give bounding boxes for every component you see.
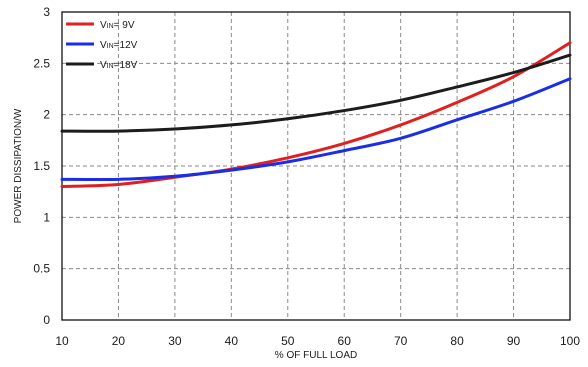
series-line-9v: [60, 41, 572, 189]
series-line-18v: [60, 53, 572, 133]
x-tick-label: 90: [507, 334, 521, 348]
x-tick-label: 20: [112, 334, 126, 348]
legend-equals: =: [114, 40, 120, 51]
legend-label: VIN= 9V: [100, 20, 135, 31]
legend-equals: =: [114, 20, 123, 31]
legend-entry-18v: VIN=18V: [66, 60, 138, 71]
legend-series-name: 9V: [122, 20, 135, 31]
legend-series-name: 12V: [120, 40, 138, 51]
legend-label: VIN=18V: [100, 60, 138, 71]
legend-entry-12v: VIN=12V: [66, 40, 138, 51]
legend-equals: =: [114, 60, 120, 71]
y-tick-label: 1.5: [33, 159, 50, 173]
legend-prefix: V: [100, 60, 107, 71]
x-tick-label: 40: [225, 334, 239, 348]
grid-lines: [62, 12, 570, 320]
y-tick-label: 0: [43, 313, 50, 327]
y-tick-label: 1: [43, 210, 50, 224]
legend-label: VIN=12V: [100, 40, 138, 51]
series-lines: [60, 41, 572, 189]
y-axis-title: POWER DISSIPATION/W: [13, 108, 24, 223]
y-tick-label: 2.5: [33, 56, 50, 70]
x-tick-label: 70: [394, 334, 408, 348]
x-tick-label: 50: [281, 334, 295, 348]
legend-subscript: IN: [107, 63, 114, 70]
legend-entry-9v: VIN= 9V: [66, 20, 135, 31]
legend-subscript: IN: [107, 43, 114, 50]
plot-area-border: [61, 11, 571, 321]
y-tick-label: 2: [43, 108, 50, 122]
x-axis-tick-labels: 10 20 30 40 50 60 70 80 90 100: [55, 334, 580, 348]
legend-prefix: V: [100, 20, 107, 31]
legend-series-name: 18V: [120, 60, 138, 71]
x-axis-title: % OF FULL LOAD: [275, 350, 357, 361]
x-tick-label: 10: [55, 334, 69, 348]
series-line-12v: [60, 77, 572, 182]
x-tick-label: 60: [338, 334, 352, 348]
x-tick-label: 30: [168, 334, 182, 348]
y-tick-label: 3: [43, 5, 50, 19]
legend-subscript: IN: [107, 23, 114, 30]
legend-prefix: V: [100, 40, 107, 51]
x-tick-label: 80: [450, 334, 464, 348]
x-tick-label: 100: [560, 334, 580, 348]
y-axis-tick-labels: 0 0.5 1 1.5 2 2.5 3: [33, 5, 50, 327]
y-tick-label: 0.5: [33, 262, 50, 276]
